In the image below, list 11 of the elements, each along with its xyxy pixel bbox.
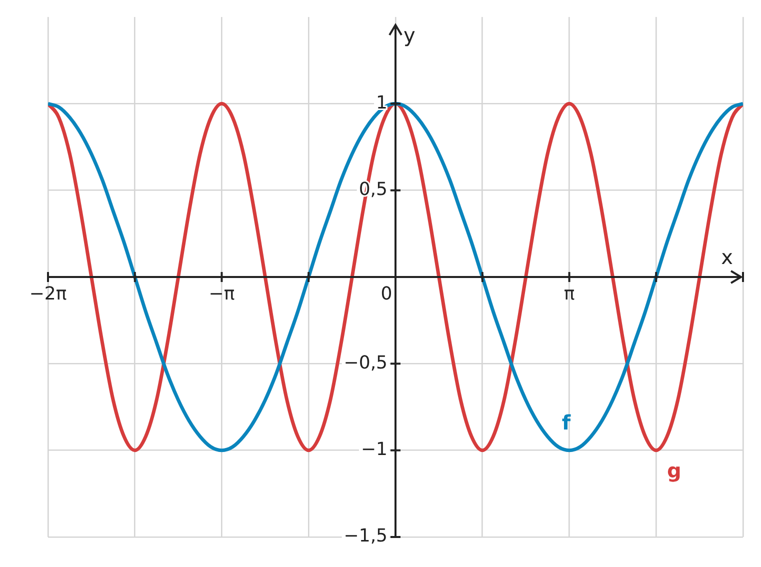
series-label: g: [666, 458, 682, 483]
y-tick-label: −0,5: [344, 352, 388, 374]
series-label: f: [562, 410, 571, 435]
x-tick-label: 0: [380, 284, 392, 305]
x-tick-label: −π: [208, 284, 235, 305]
x-axis-title: x: [721, 245, 734, 270]
x-tick-label: π: [564, 284, 575, 305]
y-tick-label: −1: [360, 439, 388, 460]
x-tick-label: −2π: [29, 284, 67, 305]
y-tick-label: −1,5: [344, 526, 388, 547]
y-axis-title: y: [404, 23, 416, 48]
